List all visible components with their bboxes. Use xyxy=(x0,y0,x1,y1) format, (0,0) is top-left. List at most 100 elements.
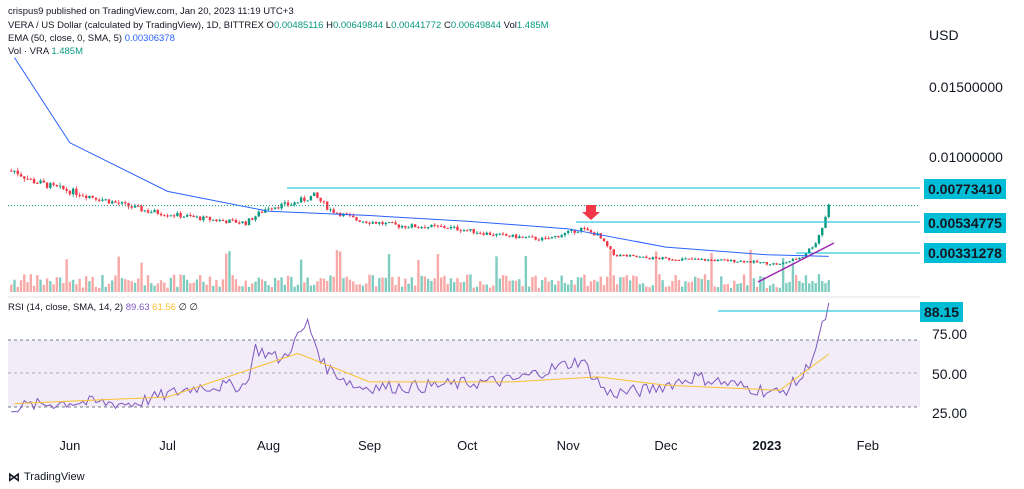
rsi-value: 89.63 xyxy=(125,302,150,313)
candle-body xyxy=(768,264,772,266)
candle-body xyxy=(426,227,430,229)
volume-bar xyxy=(198,275,202,292)
volume-bar xyxy=(716,287,720,292)
candle-body xyxy=(381,222,384,225)
volume-bar xyxy=(781,257,785,292)
candle-body xyxy=(707,259,710,261)
candle-body xyxy=(45,182,49,188)
candle-body xyxy=(81,195,85,197)
candle-body xyxy=(817,235,821,244)
volume-bar xyxy=(768,285,772,292)
volume-bar xyxy=(163,282,166,292)
volume-bar xyxy=(71,279,75,292)
rsi-label: RSI (14, close, SMA, 14, 2) xyxy=(8,302,124,313)
candle-body xyxy=(446,227,449,229)
volume-bar xyxy=(586,285,589,292)
candle-body xyxy=(687,258,690,260)
volume-bar xyxy=(88,281,91,292)
volume-bar xyxy=(241,286,244,292)
trendline-annotation xyxy=(757,242,835,283)
candle-body xyxy=(518,236,521,239)
candle-body xyxy=(674,259,677,261)
volume-bar xyxy=(537,287,541,292)
candle-body xyxy=(632,255,635,257)
candle-body xyxy=(10,170,13,172)
candle-body xyxy=(368,222,371,224)
candle-body xyxy=(570,229,573,231)
volume-bar xyxy=(290,276,293,292)
volume-bar xyxy=(195,279,199,292)
candle-body xyxy=(547,238,550,240)
volume-bar xyxy=(733,280,736,292)
volume-bar xyxy=(293,286,296,292)
candle-body xyxy=(814,243,817,248)
volume-bar xyxy=(560,275,563,292)
candle-body xyxy=(153,210,156,213)
candle-body xyxy=(130,206,133,208)
candle-body xyxy=(648,257,651,260)
volume-bar xyxy=(472,287,475,292)
candle-body xyxy=(68,190,72,195)
candle-body xyxy=(443,226,446,228)
candle-body xyxy=(589,230,593,233)
volume-bar xyxy=(58,277,62,292)
volume-bar xyxy=(345,276,348,292)
volume-bar xyxy=(488,287,492,292)
volume-bar xyxy=(150,283,153,292)
candle-body xyxy=(765,262,769,265)
candle-body xyxy=(19,174,23,177)
volume-bar xyxy=(62,282,65,292)
volume-bar xyxy=(400,286,404,292)
candle-body xyxy=(726,259,729,262)
ohlc-o-value: 0.00485116 xyxy=(273,20,324,31)
candle-body xyxy=(316,192,319,198)
volume-bar xyxy=(45,278,49,292)
candle-body xyxy=(635,255,638,258)
volume-bar xyxy=(254,281,257,292)
volume-bar xyxy=(55,277,59,292)
candle-body xyxy=(234,219,238,223)
ema-line-series xyxy=(14,57,829,257)
volume-bar xyxy=(267,285,270,292)
candle-body xyxy=(378,222,381,224)
candle-body xyxy=(185,214,189,217)
volume-bar xyxy=(75,284,78,292)
volume-bar xyxy=(765,287,769,292)
volume-bar xyxy=(508,280,511,292)
candle-body xyxy=(231,219,234,221)
ohlc-vol-value: 1.485M xyxy=(516,20,549,31)
volume-bar xyxy=(495,256,498,292)
volume-bar xyxy=(755,286,759,292)
candle-body xyxy=(58,185,62,187)
candle-body xyxy=(42,180,46,183)
volume-bar xyxy=(593,279,596,292)
candle-body xyxy=(299,197,303,203)
candle-body xyxy=(104,199,107,201)
ohlc-l-label: L xyxy=(385,20,392,31)
volume-bar xyxy=(319,278,322,292)
volume-bar xyxy=(690,281,694,292)
candle-body xyxy=(749,261,752,263)
candle-body xyxy=(410,224,414,228)
volume-bar xyxy=(159,280,163,292)
candle-body xyxy=(62,185,65,190)
candle-body xyxy=(430,224,433,228)
candle-body xyxy=(257,211,260,217)
candle-body xyxy=(762,262,765,264)
volume-bar xyxy=(417,259,420,292)
volume-bar xyxy=(65,259,68,292)
candle-body xyxy=(94,197,98,200)
candle-body xyxy=(391,222,394,224)
volume-bar xyxy=(817,274,821,292)
candle-body xyxy=(654,257,658,259)
volume-bar xyxy=(394,285,397,292)
x-tick-label: Dec xyxy=(654,438,678,453)
candle-body xyxy=(166,215,169,217)
volume-bar xyxy=(433,278,436,292)
volume-bar xyxy=(436,254,440,292)
candle-body xyxy=(785,262,788,264)
volume-bar xyxy=(391,276,394,292)
candle-body xyxy=(143,210,146,212)
x-tick-label: Sep xyxy=(358,438,381,453)
